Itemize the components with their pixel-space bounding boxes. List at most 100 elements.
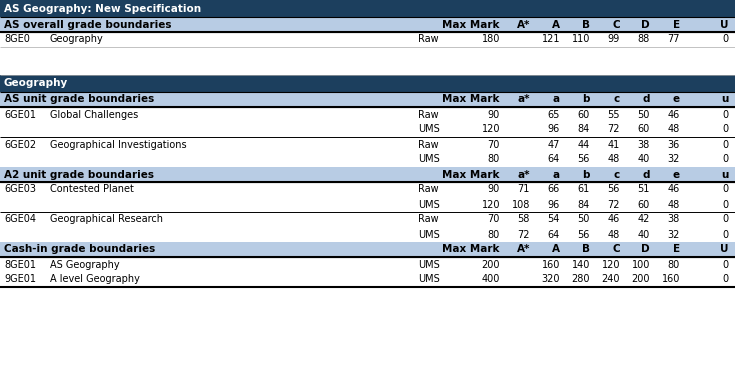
Text: 84: 84 bbox=[578, 125, 590, 134]
Bar bbox=[0, 75, 735, 92]
Bar bbox=[0, 197, 735, 212]
Text: 160: 160 bbox=[662, 274, 680, 285]
Text: 0: 0 bbox=[723, 229, 729, 240]
Text: 8GE0: 8GE0 bbox=[4, 35, 30, 45]
Bar bbox=[0, 182, 735, 197]
Text: 48: 48 bbox=[608, 229, 620, 240]
Text: 280: 280 bbox=[572, 274, 590, 285]
Text: 0: 0 bbox=[723, 259, 729, 269]
Text: 0: 0 bbox=[723, 200, 729, 210]
Text: 96: 96 bbox=[548, 200, 560, 210]
Text: Raw: Raw bbox=[418, 109, 439, 120]
Text: 46: 46 bbox=[668, 109, 680, 120]
Text: 120: 120 bbox=[481, 125, 500, 134]
Text: UMS: UMS bbox=[418, 259, 440, 269]
Text: 46: 46 bbox=[668, 184, 680, 194]
Text: 56: 56 bbox=[608, 184, 620, 194]
Text: c: c bbox=[614, 94, 620, 104]
Text: 80: 80 bbox=[488, 229, 500, 240]
Text: 48: 48 bbox=[668, 200, 680, 210]
Text: 71: 71 bbox=[517, 184, 530, 194]
Text: 240: 240 bbox=[601, 274, 620, 285]
Text: d: d bbox=[642, 94, 650, 104]
Text: 0: 0 bbox=[723, 155, 729, 165]
Text: d: d bbox=[642, 170, 650, 179]
Text: UMS: UMS bbox=[418, 155, 440, 165]
Text: 32: 32 bbox=[667, 155, 680, 165]
Text: A level Geography: A level Geography bbox=[50, 274, 140, 285]
Text: b: b bbox=[583, 170, 590, 179]
Text: D: D bbox=[642, 19, 650, 29]
Text: 48: 48 bbox=[608, 155, 620, 165]
Text: 61: 61 bbox=[578, 184, 590, 194]
Text: 72: 72 bbox=[608, 200, 620, 210]
Text: 0: 0 bbox=[723, 35, 729, 45]
Text: AS overall grade boundaries: AS overall grade boundaries bbox=[4, 19, 171, 29]
Text: 160: 160 bbox=[542, 259, 560, 269]
Text: 90: 90 bbox=[488, 184, 500, 194]
Text: 120: 120 bbox=[481, 200, 500, 210]
Text: Max Mark: Max Mark bbox=[442, 170, 500, 179]
Text: Max Mark: Max Mark bbox=[442, 94, 500, 104]
Text: 200: 200 bbox=[481, 259, 500, 269]
Text: Geography: Geography bbox=[4, 78, 68, 88]
Text: 99: 99 bbox=[608, 35, 620, 45]
Text: 60: 60 bbox=[578, 109, 590, 120]
Text: Cash-in grade boundaries: Cash-in grade boundaries bbox=[4, 245, 155, 255]
Text: 120: 120 bbox=[601, 259, 620, 269]
Text: 64: 64 bbox=[548, 155, 560, 165]
Text: 46: 46 bbox=[608, 215, 620, 224]
Text: 64: 64 bbox=[548, 229, 560, 240]
Text: A: A bbox=[552, 19, 560, 29]
Text: 36: 36 bbox=[668, 139, 680, 149]
Text: 0: 0 bbox=[723, 184, 729, 194]
Text: a*: a* bbox=[517, 94, 530, 104]
Text: 0: 0 bbox=[723, 215, 729, 224]
Text: 80: 80 bbox=[668, 259, 680, 269]
Text: 72: 72 bbox=[608, 125, 620, 134]
Text: Geographical Research: Geographical Research bbox=[50, 215, 163, 224]
Text: A: A bbox=[552, 245, 560, 255]
Bar bbox=[0, 242, 735, 257]
Text: 56: 56 bbox=[578, 229, 590, 240]
Text: 47: 47 bbox=[548, 139, 560, 149]
Text: 6GE01: 6GE01 bbox=[4, 109, 36, 120]
Text: u: u bbox=[722, 170, 729, 179]
Bar bbox=[0, 92, 735, 107]
Text: 6GE02: 6GE02 bbox=[4, 139, 36, 149]
Text: b: b bbox=[583, 94, 590, 104]
Text: Geographical Investigations: Geographical Investigations bbox=[50, 139, 187, 149]
Text: Raw: Raw bbox=[418, 215, 439, 224]
Text: 90: 90 bbox=[488, 109, 500, 120]
Text: 88: 88 bbox=[638, 35, 650, 45]
Text: 65: 65 bbox=[548, 109, 560, 120]
Text: 40: 40 bbox=[638, 229, 650, 240]
Text: A*: A* bbox=[517, 245, 530, 255]
Text: Max Mark: Max Mark bbox=[442, 245, 500, 255]
Text: 51: 51 bbox=[638, 184, 650, 194]
Text: 320: 320 bbox=[542, 274, 560, 285]
Bar bbox=[0, 212, 735, 227]
Text: 9GE01: 9GE01 bbox=[4, 274, 36, 285]
Text: E: E bbox=[673, 19, 680, 29]
Text: Raw: Raw bbox=[418, 184, 439, 194]
Bar bbox=[0, 107, 735, 122]
Text: Raw: Raw bbox=[418, 35, 439, 45]
Bar bbox=[0, 152, 735, 167]
Text: 50: 50 bbox=[578, 215, 590, 224]
Text: 8GE01: 8GE01 bbox=[4, 259, 36, 269]
Text: UMS: UMS bbox=[418, 274, 440, 285]
Text: 0: 0 bbox=[723, 125, 729, 134]
Text: 6GE04: 6GE04 bbox=[4, 215, 36, 224]
Text: u: u bbox=[722, 94, 729, 104]
Bar bbox=[0, 272, 735, 287]
Bar bbox=[0, 17, 735, 32]
Text: 66: 66 bbox=[548, 184, 560, 194]
Text: Global Challenges: Global Challenges bbox=[50, 109, 138, 120]
Bar bbox=[0, 122, 735, 137]
Text: 41: 41 bbox=[608, 139, 620, 149]
Text: AS Geography: AS Geography bbox=[50, 259, 120, 269]
Text: B: B bbox=[582, 19, 590, 29]
Text: 54: 54 bbox=[548, 215, 560, 224]
Text: 180: 180 bbox=[481, 35, 500, 45]
